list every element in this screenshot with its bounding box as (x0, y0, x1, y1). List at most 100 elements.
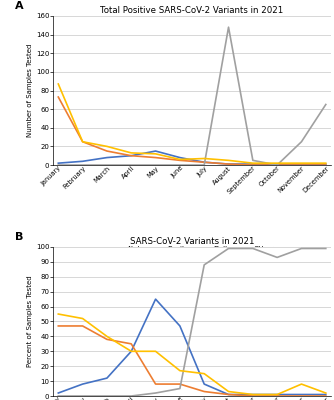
Delta (154, 163, 158, 168)
Alpha (178, 324, 182, 328)
Epsilon (202, 389, 206, 394)
Other (202, 371, 206, 376)
Epsilon (154, 382, 158, 386)
Alpha (178, 155, 182, 160)
Line: Other: Other (58, 314, 326, 394)
Legend: Alpha, Epsilon, Delta, Other: Alpha, Epsilon, Delta, Other (110, 246, 274, 252)
Other (105, 144, 109, 149)
Y-axis label: Number of Samples Tested: Number of Samples Tested (27, 44, 33, 137)
Other (300, 382, 304, 386)
Epsilon (105, 149, 109, 154)
Epsilon (226, 392, 230, 397)
Delta (178, 386, 182, 391)
Other (56, 82, 60, 86)
Delta (324, 246, 328, 251)
Alpha (251, 392, 255, 397)
Alpha (275, 392, 279, 397)
Line: Other: Other (58, 84, 326, 163)
Epsilon (56, 324, 60, 328)
Alpha (202, 382, 206, 386)
Alpha (300, 162, 304, 166)
Alpha (105, 376, 109, 380)
Alpha (300, 392, 304, 397)
Epsilon (80, 324, 85, 328)
Delta (300, 139, 304, 144)
Delta (105, 394, 109, 398)
Epsilon (226, 162, 230, 166)
Alpha (226, 162, 230, 166)
Other (80, 316, 85, 321)
Delta (251, 158, 255, 163)
Other (105, 334, 109, 339)
Line: Epsilon: Epsilon (58, 97, 326, 165)
Delta (202, 262, 206, 267)
Epsilon (275, 163, 279, 168)
Alpha (80, 382, 85, 386)
Delta (56, 163, 60, 168)
Other (324, 391, 328, 396)
Title: SARS-CoV-2 Variants in 2021: SARS-CoV-2 Variants in 2021 (130, 237, 254, 246)
Alpha (324, 392, 328, 397)
Epsilon (324, 163, 328, 168)
Delta (56, 394, 60, 398)
Other (129, 150, 133, 155)
Epsilon (80, 139, 85, 144)
Other (300, 161, 304, 166)
Alpha (105, 155, 109, 160)
Line: Delta: Delta (58, 248, 326, 396)
Title: Total Positive SARS-CoV-2 Variants in 2021: Total Positive SARS-CoV-2 Variants in 20… (101, 6, 284, 15)
Epsilon (300, 163, 304, 168)
Delta (129, 394, 133, 398)
Other (178, 157, 182, 162)
Alpha (154, 297, 158, 302)
Epsilon (129, 342, 133, 346)
Line: Alpha: Alpha (58, 299, 326, 394)
Y-axis label: Percent of Samples Tested: Percent of Samples Tested (27, 276, 33, 367)
Epsilon (324, 394, 328, 398)
Delta (300, 246, 304, 251)
Epsilon (178, 382, 182, 386)
Delta (324, 102, 328, 107)
Delta (251, 246, 255, 251)
Other (275, 161, 279, 166)
Epsilon (251, 163, 255, 168)
Delta (226, 246, 230, 251)
Alpha (129, 153, 133, 158)
Epsilon (275, 394, 279, 398)
Line: Alpha: Alpha (58, 151, 326, 164)
Epsilon (178, 158, 182, 163)
Delta (275, 255, 279, 260)
Other (56, 312, 60, 316)
Other (154, 349, 158, 354)
Alpha (129, 349, 133, 354)
Other (129, 349, 133, 354)
Other (324, 161, 328, 166)
Epsilon (56, 95, 60, 100)
Epsilon (129, 153, 133, 158)
Other (178, 368, 182, 373)
Other (154, 152, 158, 156)
Delta (154, 391, 158, 396)
Other (275, 392, 279, 397)
Epsilon (202, 160, 206, 165)
Other (80, 139, 85, 144)
Delta (80, 163, 85, 168)
Delta (226, 25, 230, 30)
Alpha (251, 162, 255, 166)
Delta (129, 163, 133, 168)
Epsilon (300, 394, 304, 398)
Alpha (56, 391, 60, 396)
Delta (80, 394, 85, 398)
Alpha (80, 159, 85, 164)
Delta (105, 163, 109, 168)
Text: B: B (15, 232, 23, 242)
Alpha (154, 149, 158, 154)
Other (251, 161, 255, 166)
Epsilon (251, 394, 255, 398)
Text: A: A (15, 1, 23, 11)
Other (202, 156, 206, 161)
Delta (202, 163, 206, 168)
Other (226, 158, 230, 163)
Alpha (324, 162, 328, 166)
Delta (178, 163, 182, 168)
